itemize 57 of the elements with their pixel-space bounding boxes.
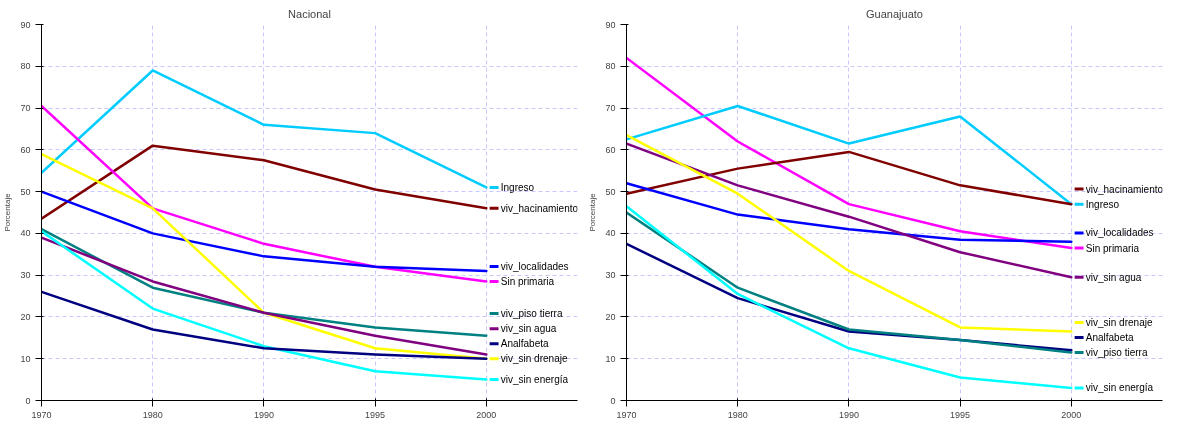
legend-label: viv_piso tierra bbox=[500, 308, 563, 320]
x-tick-label: 1980 bbox=[142, 409, 163, 420]
line-series bbox=[626, 150, 1073, 206]
y-tick-label: 50 bbox=[20, 186, 31, 197]
x-tick-label: 2000 bbox=[476, 409, 497, 420]
y-tick-label: 80 bbox=[605, 61, 616, 72]
legend-label: Sin primaria bbox=[500, 275, 555, 287]
legend-label: Analfabeta bbox=[500, 338, 550, 350]
y-tick-label: 40 bbox=[20, 228, 31, 239]
line-series bbox=[41, 236, 488, 356]
legend-label: Ingreso bbox=[500, 181, 535, 193]
y-tick-label: 80 bbox=[20, 61, 31, 72]
legend-label: viv_localidades bbox=[1085, 227, 1154, 239]
legend-label: viv_sin drenaje bbox=[500, 353, 568, 365]
y-tick-label: 10 bbox=[20, 353, 31, 364]
x-tick-label: 1990 bbox=[253, 409, 274, 420]
y-tick-label: 90 bbox=[20, 19, 31, 30]
y-tick-label: 40 bbox=[605, 228, 616, 239]
y-tick-label: 30 bbox=[605, 270, 616, 281]
y-tick-label: 20 bbox=[605, 311, 616, 322]
y-tick-label: 60 bbox=[605, 144, 616, 155]
x-tick-label: 1990 bbox=[838, 409, 859, 420]
line-series bbox=[41, 290, 488, 360]
y-tick-label: 30 bbox=[20, 270, 31, 281]
y-tick-label: 70 bbox=[605, 103, 616, 114]
x-tick-label: 2000 bbox=[1061, 409, 1082, 420]
legend-label: viv_sin energía bbox=[1085, 382, 1154, 394]
x-tick-label: 1970 bbox=[31, 409, 52, 420]
legend-label: viv_sin energía bbox=[500, 374, 569, 386]
x-tick-label: 1995 bbox=[950, 409, 971, 420]
y-tick-label: 10 bbox=[605, 353, 616, 364]
y-axis-title: Porcentaje bbox=[3, 192, 13, 232]
legend-label: Sin primaria bbox=[1085, 242, 1140, 254]
x-tick-label: 1970 bbox=[616, 409, 637, 420]
legend-label: viv_sin agua bbox=[1085, 271, 1142, 283]
line-series bbox=[41, 190, 488, 273]
x-tick-label: 1995 bbox=[365, 409, 386, 420]
y-tick-label: 0 bbox=[25, 395, 31, 406]
legend-label: viv_piso tierra bbox=[1085, 346, 1148, 358]
legend-label: viv_localidades bbox=[500, 260, 569, 272]
chart-title: Guanajuato bbox=[866, 7, 923, 20]
x-tick-label: 1980 bbox=[727, 409, 748, 420]
legend-label: Analfabeta bbox=[1085, 331, 1135, 343]
y-tick-label: 60 bbox=[20, 144, 31, 155]
legend-label: viv_sin agua bbox=[500, 323, 557, 335]
legend-label: viv_sin drenaje bbox=[1085, 316, 1153, 328]
chart-title: Nacional bbox=[288, 7, 331, 20]
y-tick-label: 70 bbox=[20, 103, 31, 114]
line-series bbox=[626, 182, 1073, 243]
y-tick-label: 50 bbox=[605, 186, 616, 197]
y-tick-label: 0 bbox=[610, 395, 616, 406]
y-tick-label: 20 bbox=[20, 311, 31, 322]
legend-label: Ingreso bbox=[1085, 198, 1120, 210]
y-axis-title: Porcentaje bbox=[588, 192, 598, 232]
legend-label: viv_hacinamiento bbox=[500, 202, 579, 214]
y-tick-label: 90 bbox=[605, 19, 616, 30]
legend-label: viv_hacinamiento bbox=[1085, 183, 1164, 195]
